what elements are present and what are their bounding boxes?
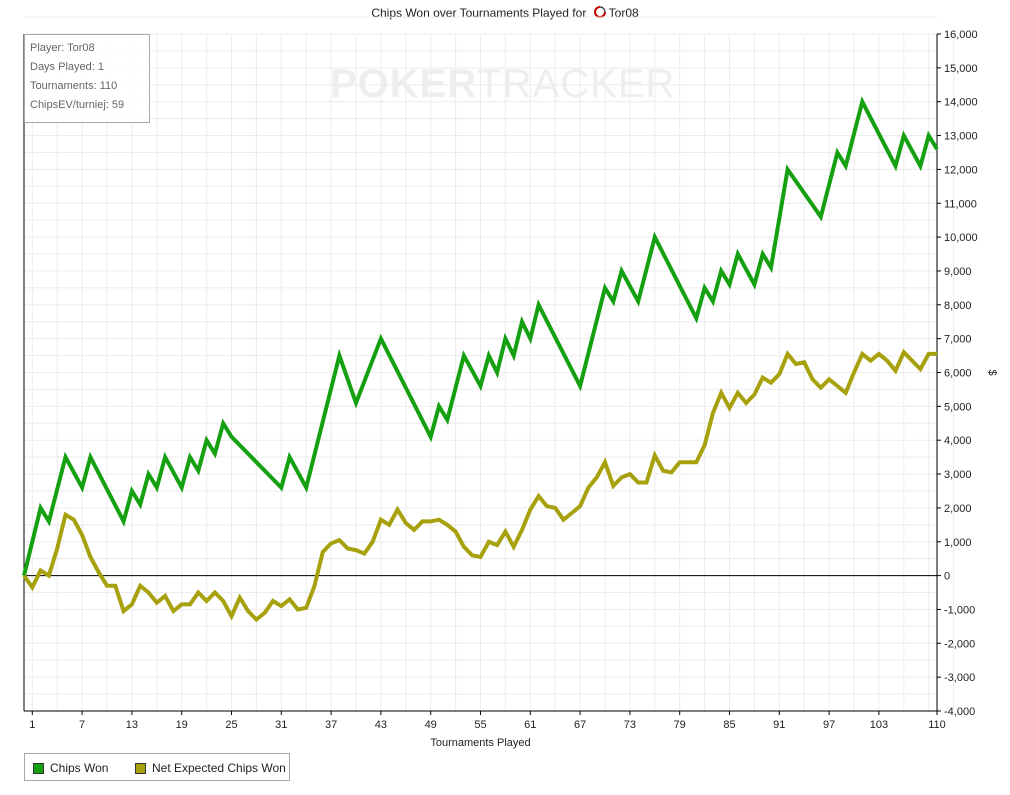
y-tick-label: -2,000 [944,638,975,650]
chart-legend: Chips Won Net Expected Chips Won [24,753,290,781]
y-tick-label: 12,000 [944,164,978,176]
x-tick-label: 49 [425,719,437,731]
y-tick-label: 8,000 [944,300,972,312]
y-tick-label: 4,000 [944,435,972,447]
x-tick-label: 43 [375,719,387,731]
grid-lines [24,16,955,712]
pokerstars-icon [593,6,607,21]
x-tick-label: 37 [325,719,337,731]
x-tick-label: 67 [574,719,586,731]
x-tick-label: 61 [524,719,536,731]
x-tick-label: 79 [674,719,686,731]
y-tick-label: 3,000 [944,469,972,481]
y-tick-label: 11,000 [944,198,977,210]
y-tick-label: 2,000 [944,503,972,515]
legend-item-chips-won[interactable]: Chips Won [33,761,108,775]
series-line-0 [22,96,939,577]
x-tick-label: 25 [225,719,237,731]
tick-labels: -4,000 -3,000 -2,000 -1,000 0 1,000 2,000 3,000… [29,29,998,749]
chart-title: Chips Won over Tournaments Played for To… [0,6,1010,21]
x-tick-label: 13 [126,719,138,731]
x-axis-title: Tournaments Played [430,737,530,749]
y-tick-label: 9,000 [944,266,972,278]
y-tick-label: 6,000 [944,368,972,380]
x-tick-label: 91 [773,719,785,731]
legend-label-chips-won: Chips Won [50,761,109,775]
legend-item-net-expected[interactable]: Net Expected Chips Won [135,761,286,775]
y-axis-title: $ [986,369,998,375]
x-tick-label: 85 [723,719,735,731]
chart-title-player: Tor08 [608,6,639,20]
x-tick-label: 103 [870,719,888,731]
series-lines [22,96,939,623]
legend-swatch-net-expected [135,762,146,774]
series-line-1 [22,348,937,623]
y-tick-label: -1,000 [944,604,975,616]
y-tick-label: 7,000 [944,334,972,346]
x-tick-label: 97 [823,719,835,731]
y-tick-label: -3,000 [944,672,975,684]
y-tick-label: 10,000 [944,232,978,244]
y-tick-label: 13,000 [944,131,978,143]
legend-label-net-expected: Net Expected Chips Won [152,761,286,775]
pokertracker-watermark: POKERTRACKER [330,62,676,106]
y-tick-label: 14,000 [944,97,978,109]
y-tick-label: 5,000 [944,401,972,413]
legend-swatch-chips-won [33,762,44,774]
stats-chips-ev: ChipsEV/turniej: 59 [30,99,125,111]
axes [23,33,941,715]
x-tick-label: 110 [928,719,946,731]
stats-days-played: Days Played: 1 [30,61,104,73]
x-tick-label: 73 [624,719,636,731]
stats-player: Player: Tor08 [30,42,95,54]
y-tick-label: 16,000 [944,29,978,41]
x-tick-label: 55 [474,719,486,731]
x-tick-label: 31 [275,719,287,731]
x-tick-label: 7 [79,719,85,731]
y-tick-label: 0 [944,571,950,583]
chart-title-prefix: Chips Won over Tournaments Played for [371,6,587,20]
player-stats-box: Player: Tor08 Days Played: 1 Tournaments… [24,34,150,123]
stats-tournaments: Tournaments: 110 [30,80,118,92]
x-tick-label: 1 [29,719,35,731]
y-tick-label: -4,000 [944,706,975,718]
y-tick-label: 15,000 [944,63,978,75]
y-tick-label: 1,000 [944,537,972,549]
x-tick-label: 19 [176,719,188,731]
